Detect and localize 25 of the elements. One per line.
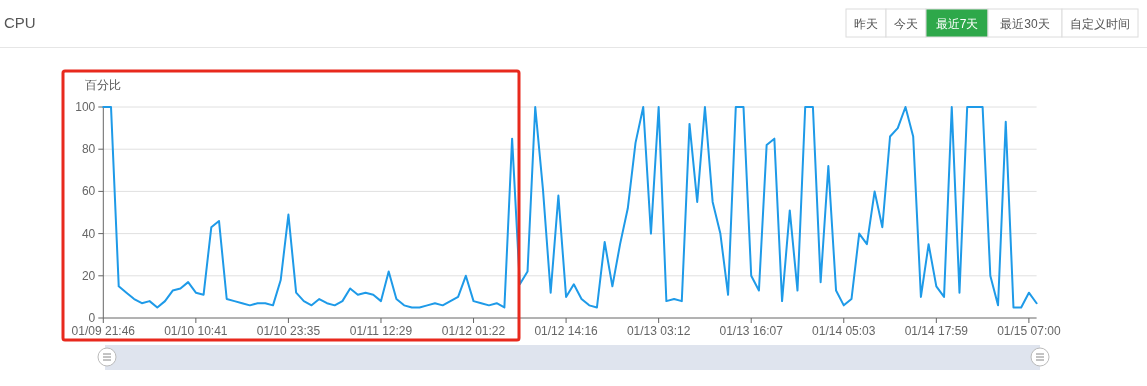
x-tick-label: 01/14 17:59 (904, 324, 969, 338)
x-tick-label: 01/14 05:03 (812, 324, 876, 338)
y-tick-label: 0 (88, 311, 96, 325)
y-tick-label: 60 (81, 184, 96, 199)
text: 最近30天 (1000, 17, 1050, 31)
line-series (102, 106, 1038, 309)
chart-title: CPU (4, 14, 36, 31)
y-axis-title: 百分比 (85, 78, 122, 92)
y-tick-label: 100 (75, 100, 96, 114)
x-tick-label: 01/09 21:46 (71, 324, 136, 338)
x-tick-label: 01/10 10:41 (164, 324, 228, 338)
y-tick-label: 40 (81, 226, 96, 241)
x-tick-label: 01/15 07:00 (997, 324, 1061, 338)
y-tick-label: 20 (81, 268, 96, 283)
x-tick-label: 01/12 01:22 (441, 324, 506, 338)
text: 自定义时间 (1070, 17, 1130, 31)
x-tick-label: 01/12 14:16 (534, 324, 599, 338)
x-tick-label: 01/13 03:12 (626, 324, 691, 338)
text: 今天 (894, 17, 918, 31)
y-tick-label: 80 (81, 142, 96, 157)
x-tick-label: 01/10 23:35 (256, 324, 321, 338)
text: 最近7天 (935, 17, 979, 31)
x-tick-label: 01/11 12:29 (349, 324, 413, 338)
text: 昨天 (854, 17, 878, 31)
x-tick-label: 01/13 16:07 (719, 324, 784, 338)
